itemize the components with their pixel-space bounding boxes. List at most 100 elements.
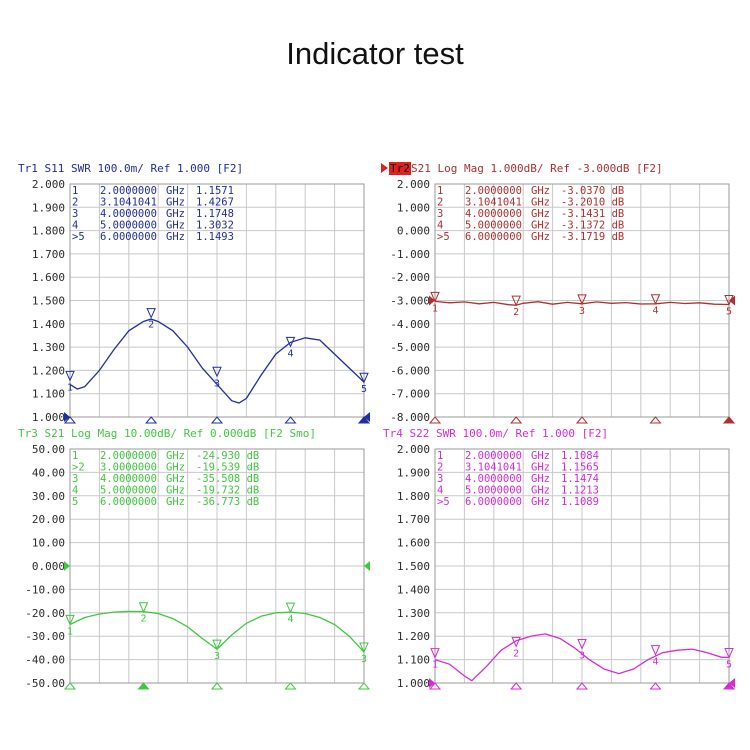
- y-tick-label: 1.600: [32, 271, 65, 284]
- y-tick-label: 1.500: [32, 295, 65, 308]
- trace-marker-label: 3: [214, 378, 220, 389]
- trace-marker: [724, 648, 734, 659]
- marker-id: 2: [437, 197, 443, 209]
- reference-level-right-icon: [729, 678, 735, 688]
- trace-marker: [650, 294, 661, 305]
- trace-panel-4: Tr4 S22 SWR 100.0m/ Ref 1.000 [F2] 2.000 1…: [383, 427, 736, 690]
- marker-value: 1.1089: [561, 496, 599, 508]
- marker-value: -3.1719 dB: [561, 231, 624, 243]
- y-tick-label: 20.00: [32, 513, 65, 526]
- y-tick-label: 1.200: [397, 630, 430, 643]
- trace-marker-label: 1: [432, 303, 438, 314]
- marker-position-triangle: [357, 682, 371, 690]
- marker-frequency: 4.0000000: [465, 473, 522, 485]
- trace-marker-label: 4: [288, 348, 294, 359]
- marker-frequency: 4.0000000: [100, 208, 157, 220]
- y-tick-label: 2.000: [397, 178, 430, 191]
- y-tick-label: -4.000: [390, 318, 430, 331]
- marker-unit: GHz: [166, 496, 185, 508]
- reference-level-right-icon: [729, 295, 735, 306]
- marker-value: -36.773 dB: [196, 496, 259, 508]
- marker-position-triangle: [284, 682, 297, 690]
- y-tick-label: 1.000: [32, 411, 65, 424]
- marker-value: 1.1493: [196, 231, 234, 243]
- trace-marker-label: 2: [148, 320, 154, 331]
- marker-value: -3.0370 dB: [561, 185, 624, 197]
- trace-marker: [212, 639, 222, 651]
- marker-id: 3: [72, 208, 78, 220]
- trace-marker: [577, 639, 587, 650]
- trace-marker-label: 1: [67, 626, 73, 637]
- marker-unit: GHz: [166, 473, 185, 485]
- trace-marker-label: 5: [726, 660, 732, 671]
- y-tick-label: -20.00: [25, 607, 65, 620]
- y-tick-label: -1.000: [390, 248, 430, 261]
- trace-panel-1: Tr1 S11 SWR 100.0m/ Ref 1.000 [F2] 2.000 1…: [18, 162, 371, 424]
- trace-marker: [146, 308, 156, 319]
- y-tick-label: 0.000: [32, 560, 65, 573]
- marker-value: -3.2010 dB: [561, 197, 624, 209]
- trace-panel-3: Tr3 S21 Log Mag 10.00dB/ Ref 0.000dB [F2…: [18, 427, 371, 690]
- trace-marker: [138, 602, 149, 613]
- marker-value: -19.732 dB: [196, 485, 259, 497]
- marker-frequency: 3.1041041: [465, 462, 522, 474]
- trace-marker: [577, 294, 587, 306]
- trace-header: Tr3 S21 Log Mag 10.00dB/ Ref 0.000dB [F2…: [18, 427, 316, 440]
- marker-frequency: 4.0000000: [100, 473, 157, 485]
- reference-level-left-icon: [64, 561, 70, 571]
- marker-position-triangle: [510, 416, 523, 424]
- y-tick-label: -8.000: [390, 411, 430, 424]
- y-tick-label: 1.300: [397, 607, 430, 620]
- trace-line: [69, 318, 365, 404]
- trace-marker: [65, 370, 75, 382]
- trace-marker-label: 3: [579, 306, 585, 317]
- marker-position-triangle: [63, 416, 77, 424]
- y-tick-label: 50.00: [32, 443, 65, 456]
- marker-unit: GHz: [531, 220, 550, 232]
- marker-id: 1: [437, 450, 443, 462]
- marker-frequency: 6.0000000: [465, 496, 522, 508]
- trace-panel-2: Tr2 S21 Log Mag 1.000dB/ Ref -3.000dB [F…: [381, 162, 736, 424]
- y-tick-label: -6.000: [390, 364, 430, 377]
- marker-unit: GHz: [531, 485, 550, 497]
- trace-header: S21 Log Mag 1.000dB/ Ref -3.000dB [F2]: [411, 162, 663, 175]
- y-tick-label: 10.00: [32, 537, 65, 550]
- marker-id: >5: [437, 496, 450, 508]
- y-tick-label: 1.300: [32, 341, 65, 354]
- marker-id: 3: [437, 473, 443, 485]
- trace-marker-label: 5: [361, 384, 367, 395]
- trace-header: Tr4 S22 SWR 100.0m/ Ref 1.000 [F2]: [383, 427, 608, 440]
- marker-value: -35.508 dB: [196, 473, 259, 485]
- reference-level-left-icon: [429, 678, 435, 688]
- marker-id: 3: [437, 208, 443, 220]
- trace-marker: [724, 295, 734, 306]
- reference-level-left-icon: [429, 295, 435, 306]
- marker-unit: GHz: [166, 185, 185, 197]
- y-tick-label: 1.400: [397, 583, 430, 596]
- marker-value: 1.1571: [196, 185, 234, 197]
- marker-position-triangle: [210, 682, 224, 690]
- marker-value: 1.3032: [196, 220, 234, 232]
- marker-frequency: 6.0000000: [100, 231, 157, 243]
- trace-marker-label: 1: [67, 382, 73, 393]
- marker-value: 1.1565: [561, 462, 599, 474]
- marker-unit: GHz: [166, 462, 185, 474]
- y-tick-label: 1.700: [397, 513, 430, 526]
- marker-id: 2: [437, 462, 443, 474]
- y-tick-label: 1.500: [397, 560, 430, 573]
- y-tick-label: 1.200: [32, 364, 65, 377]
- marker-id: 1: [72, 450, 78, 462]
- y-tick-label: 1.700: [32, 248, 65, 261]
- marker-frequency: 6.0000000: [465, 231, 522, 243]
- marker-value: 1.1748: [196, 208, 234, 220]
- marker-position-triangle: [428, 416, 442, 424]
- y-tick-label: -7.000: [390, 388, 430, 401]
- trace-header: Tr1 S11 SWR 100.0m/ Ref 1.000 [F2]: [18, 162, 243, 175]
- trace-marker-label: 4: [288, 614, 294, 625]
- y-tick-label: 1.400: [32, 318, 65, 331]
- page-title: Indicator test: [286, 36, 464, 71]
- marker-frequency: 6.0000000: [100, 496, 157, 508]
- marker-id: 3: [72, 473, 78, 485]
- marker-id: >2: [72, 462, 85, 474]
